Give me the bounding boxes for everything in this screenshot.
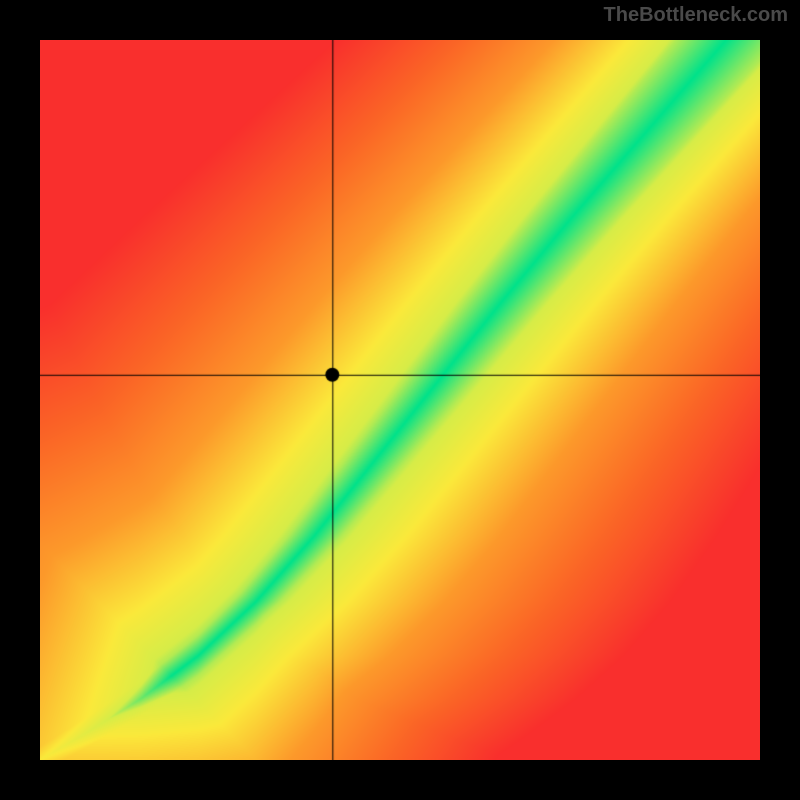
chart-container: TheBottleneck.com (0, 0, 800, 800)
attribution-text: TheBottleneck.com (604, 4, 788, 27)
plot-area (40, 40, 760, 760)
heatmap-canvas (40, 40, 760, 760)
